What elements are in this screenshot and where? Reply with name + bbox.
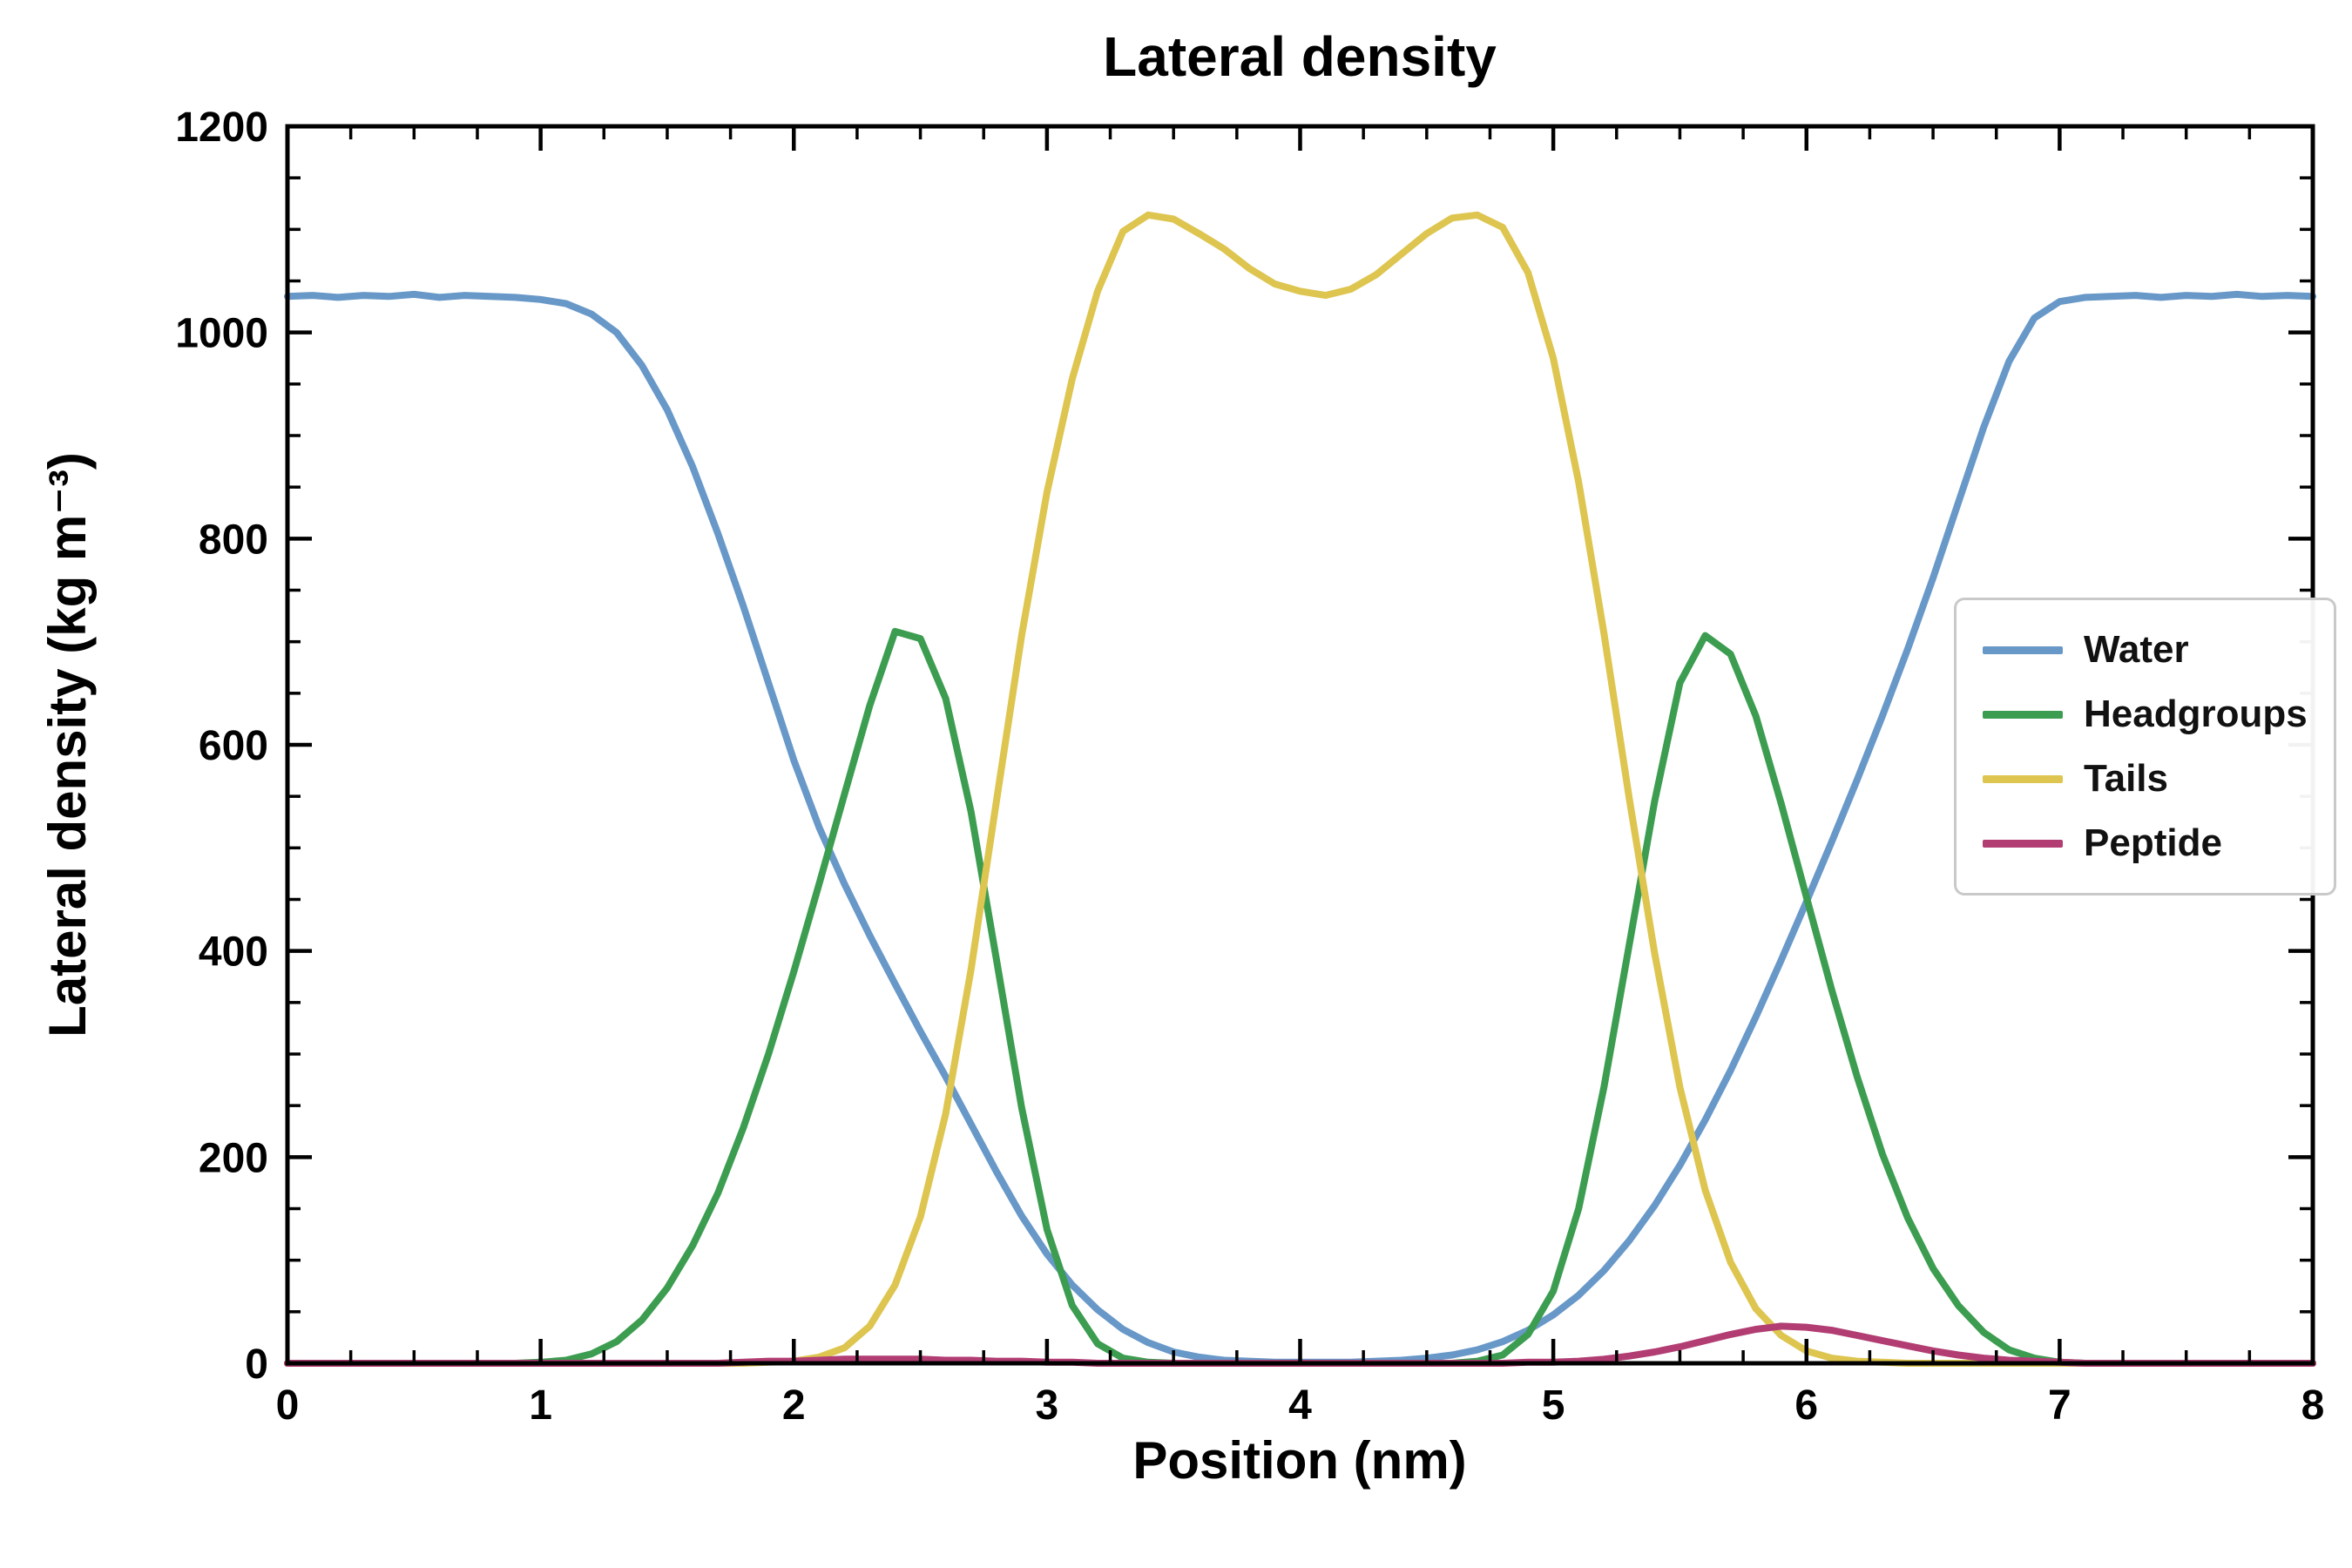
- x-tick-label: 7: [2048, 1382, 2072, 1429]
- legend: Water Headgroups Tails Peptide: [1954, 598, 2336, 896]
- x-tick-label: 3: [1036, 1382, 1059, 1429]
- y-axis-label: Lateral density (kg m⁻³): [38, 452, 97, 1037]
- x-tick-label: 4: [1288, 1382, 1312, 1429]
- y-tick-label: 800: [199, 517, 268, 563]
- legend-swatch-water: [1983, 645, 2063, 654]
- x-tick-label: 0: [276, 1382, 300, 1429]
- legend-label: Headgroups: [2084, 693, 2308, 735]
- legend-item-tails: Tails: [1983, 750, 2308, 808]
- x-tick-label: 6: [1794, 1382, 1818, 1429]
- y-tick-label: 400: [199, 929, 268, 976]
- legend-label: Peptide: [2084, 821, 2222, 864]
- y-tick-label: 600: [199, 723, 268, 769]
- legend-item-peptide: Peptide: [1983, 814, 2308, 872]
- legend-item-headgroups: Headgroups: [1983, 686, 2308, 743]
- y-tick-label: 1000: [175, 311, 268, 357]
- y-tick-label: 1200: [175, 105, 268, 151]
- chart-title: Lateral density: [1103, 25, 1497, 88]
- legend-swatch-peptide: [1983, 839, 2063, 848]
- legend-item-water: Water: [1983, 621, 2308, 679]
- y-tick-label: 200: [199, 1135, 268, 1181]
- x-axis-label: Position (nm): [1132, 1431, 1467, 1490]
- x-tick-label: 2: [782, 1382, 806, 1429]
- x-tick-label: 8: [2301, 1382, 2325, 1429]
- legend-label: Tails: [2084, 757, 2169, 800]
- legend-swatch-headgroups: [1983, 710, 2063, 719]
- x-tick-label: 1: [529, 1382, 552, 1429]
- x-tick-label: 5: [1542, 1382, 1565, 1429]
- legend-label: Water: [2084, 628, 2189, 671]
- legend-swatch-tails: [1983, 774, 2063, 783]
- y-tick-label: 0: [245, 1342, 268, 1388]
